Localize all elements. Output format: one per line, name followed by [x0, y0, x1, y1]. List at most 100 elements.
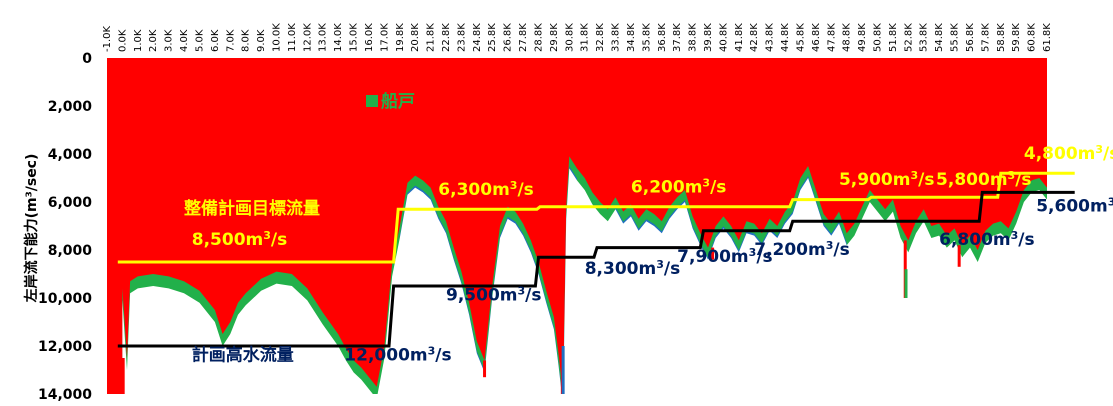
y-tick-label: 0 — [82, 51, 92, 67]
x-tick-label: 37.8K — [672, 23, 683, 52]
x-tick-label: 43.8K — [765, 23, 776, 52]
x-tick-label: 56.8K — [965, 23, 976, 52]
x-tick-label: 16.0K — [364, 23, 375, 52]
x-tick-label: 42.8K — [749, 23, 760, 52]
plot-area — [107, 58, 1075, 394]
superscript: 3 — [263, 229, 271, 242]
legend-label: 船戸 — [381, 91, 415, 112]
x-tick-label: 55.8K — [950, 23, 961, 52]
x-tick-label: 19.8K — [395, 23, 406, 52]
flow-annotation: 7,200m3/s — [754, 238, 849, 259]
x-tick-label: 28.8K — [533, 23, 544, 52]
x-tick-label: 11.0K — [287, 23, 298, 52]
white-capacity-area — [122, 168, 1047, 394]
flow-annotation: 6,800m3/s — [939, 229, 1034, 251]
x-tick-label: 58.8K — [996, 23, 1007, 52]
x-tick-label: 13.0K — [318, 23, 329, 52]
x-tick-label: 57.8K — [980, 23, 991, 52]
superscript: 3 — [1011, 229, 1019, 242]
x-tick-label: 27.8K — [518, 23, 529, 52]
superscript: 3 — [1008, 169, 1016, 182]
x-tick-label: 23.8K — [456, 23, 467, 52]
y-axis: 0 2,000 4,000 6,000 8,000 10,000 12,000 14,000 — [38, 51, 92, 403]
x-tick-label: 49.8K — [857, 23, 868, 52]
area-marks — [121, 156, 1047, 394]
x-tick-label: 53.8K — [919, 23, 930, 52]
x-axis: -1.0K 0.0K 1.0K 2.0K 3.0K 4.0K 5.0K 6.0K 7.0K 8.0… — [102, 23, 1053, 52]
x-tick-label: 0.0K — [117, 29, 128, 52]
x-tick-label: 40.8K — [718, 23, 729, 52]
x-tick-label: 15.0K — [349, 23, 360, 52]
x-tick-label: 38.8K — [688, 23, 699, 52]
flow-annotation: 8,500m3/s — [192, 229, 287, 251]
superscript: 3 — [749, 246, 757, 259]
x-tick-label: 5.0K — [194, 29, 205, 52]
x-tick-label: 24.8K — [472, 23, 483, 52]
flow-annotation: 4,800m3/s — [1024, 142, 1113, 164]
flow-annotation: 5,800m3/s — [936, 169, 1031, 191]
x-tick-label: 1.0K — [133, 29, 144, 52]
superscript: 3 — [1108, 195, 1113, 208]
series-label: 計画高水流量 — [192, 344, 294, 365]
x-tick-label: 33.8K — [611, 23, 622, 52]
x-tick-label: 39.8K — [703, 23, 714, 52]
flow-annotation: 6,300m3/s — [438, 178, 533, 200]
y-tick-label: 12,000 — [38, 339, 92, 355]
x-tick-label: 29.8K — [549, 23, 560, 52]
superscript: 3 — [826, 238, 834, 251]
superscript: 3 — [656, 258, 664, 271]
x-tick-label: 48.8K — [842, 23, 853, 52]
x-tick-label: 20.8K — [410, 23, 421, 52]
x-tick-label: 34.8K — [626, 23, 637, 52]
x-tick-label: 22.8K — [441, 23, 452, 52]
flow-annotation: 8,300m3/s — [585, 258, 680, 280]
y-tick-label: 10,000 — [38, 291, 92, 307]
x-tick-label: 35.8K — [641, 23, 652, 52]
x-tick-label: 26.8K — [503, 23, 514, 52]
x-tick-label: 25.8K — [487, 23, 498, 52]
flow-annotation: 5,900m3/s — [839, 169, 934, 191]
y-tick-label: 8,000 — [48, 243, 93, 259]
flow-lines — [117, 171, 1075, 348]
x-tick-label: 32.8K — [595, 23, 606, 52]
x-tick-label: -1.0K — [102, 25, 113, 52]
x-tick-label: 21.8K — [426, 23, 437, 52]
x-tick-label: 44.8K — [780, 23, 791, 52]
y-tick-label: 6,000 — [48, 195, 93, 211]
x-tick-label: 17.0K — [379, 23, 390, 52]
superscript: 3 — [910, 169, 918, 182]
x-tick-label: 41.8K — [734, 23, 745, 52]
superscript: 3 — [510, 178, 518, 191]
flow-annotation: 5,600m3/s — [1036, 195, 1113, 217]
y-tick-label: 4,000 — [48, 147, 93, 163]
x-tick-label: 12.0K — [302, 23, 313, 52]
x-tick-label: 31.8K — [580, 23, 591, 52]
x-tick-label: 52.8K — [903, 23, 914, 52]
flow-annotation: 9,500m3/s — [446, 284, 541, 306]
flow-annotation: 6,200m3/s — [631, 176, 726, 198]
x-tick-label: 61.8K — [1042, 23, 1053, 52]
x-tick-label: 59.8K — [1011, 23, 1022, 52]
x-tick-label: 54.8K — [934, 23, 945, 52]
x-tick-label: 50.8K — [872, 23, 883, 52]
x-tick-label: 9.0K — [256, 29, 267, 52]
x-tick-label: 14.0K — [333, 23, 344, 52]
y-tick-label: 14,000 — [38, 387, 92, 403]
legend-swatch — [366, 95, 378, 107]
superscript: 3 — [518, 284, 526, 297]
legend: 船戸 — [366, 91, 415, 112]
y-axis-label: 左岸流下能力(m³/sec) — [23, 154, 40, 304]
x-tick-label: 10.0K — [272, 23, 283, 52]
x-tick-label: 7.0K — [225, 29, 236, 52]
y-tick-label: 2,000 — [48, 99, 93, 115]
x-tick-label: 4.0K — [179, 29, 190, 52]
x-tick-label: 46.8K — [811, 23, 822, 52]
superscript: 3 — [702, 176, 710, 189]
series-label: 整備計画目標流量 — [184, 198, 320, 219]
flow-annotation: 12,000m3/s — [344, 344, 451, 366]
x-tick-label: 2.0K — [148, 29, 159, 52]
x-tick-label: 8.0K — [241, 29, 252, 52]
x-tick-label: 47.8K — [826, 23, 837, 52]
x-tick-label: 6.0K — [210, 29, 221, 52]
